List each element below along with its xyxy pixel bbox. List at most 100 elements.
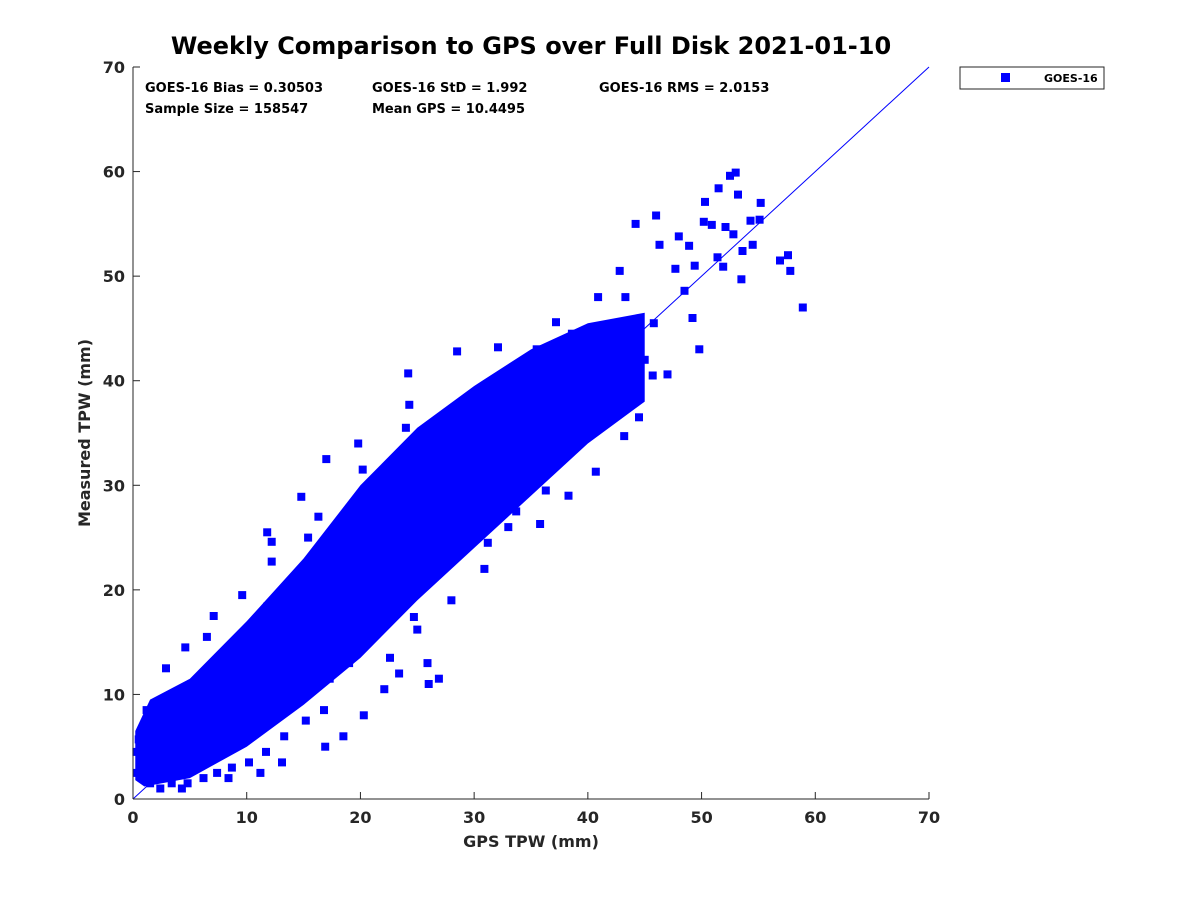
data-point	[494, 343, 502, 352]
data-point	[167, 779, 176, 788]
y-tick-label: 30	[103, 476, 125, 495]
data-point	[737, 275, 746, 284]
data-point	[604, 361, 613, 369]
data-point	[594, 293, 603, 302]
data-point	[713, 253, 722, 262]
data-point	[245, 758, 253, 767]
data-point	[619, 348, 628, 357]
data-point	[424, 680, 433, 688]
data-point	[314, 512, 323, 521]
data-point	[213, 768, 222, 777]
data-point	[748, 240, 757, 249]
data-point	[483, 538, 492, 547]
std-stat: GOES-16 StD = 1.992	[372, 81, 527, 96]
data-point	[423, 659, 432, 668]
data-point	[172, 743, 181, 752]
bias-stat: GOES-16 Bias = 0.30503	[145, 81, 323, 96]
data-point	[512, 507, 521, 516]
data-point	[183, 779, 192, 788]
data-point	[548, 410, 557, 419]
data-point	[562, 393, 571, 402]
y-axis-ticks: 0 10 20 30 40 50 60 70	[103, 58, 140, 809]
data-point	[354, 439, 363, 448]
x-tick-label: 0	[127, 808, 138, 827]
data-point	[536, 520, 545, 528]
data-point	[699, 217, 708, 226]
one-to-one-reference-line	[132, 66, 930, 800]
data-point	[690, 261, 699, 270]
data-point	[162, 664, 170, 673]
x-tick-label: 50	[690, 808, 712, 827]
data-point	[280, 732, 289, 741]
data-point	[395, 669, 404, 678]
y-tick-label: 60	[103, 163, 125, 182]
data-point	[439, 412, 448, 421]
data-point	[453, 347, 462, 356]
data-point	[786, 266, 795, 275]
data-point	[413, 625, 422, 634]
data-point	[457, 538, 466, 547]
data-point	[263, 602, 272, 611]
data-point	[133, 768, 142, 777]
x-tick-label: 70	[918, 808, 940, 827]
data-point	[216, 710, 225, 719]
data-point	[156, 784, 165, 793]
data-point	[591, 467, 600, 476]
y-axis-label: Measured TPW (mm)	[75, 339, 94, 527]
data-point	[628, 398, 637, 407]
data-point	[671, 264, 680, 273]
data-point	[240, 638, 249, 647]
data-point	[295, 600, 303, 609]
data-point	[701, 197, 709, 206]
data-point	[504, 523, 513, 532]
data-point	[574, 434, 583, 443]
data-point	[152, 762, 161, 771]
data-point	[405, 400, 414, 409]
data-point	[784, 251, 792, 260]
data-point	[367, 617, 376, 626]
data-point	[479, 395, 488, 404]
data-point	[506, 445, 515, 454]
data-point	[738, 247, 747, 255]
data-point	[755, 215, 764, 224]
data-point	[320, 706, 328, 715]
data-point	[348, 558, 357, 567]
data-point	[680, 286, 689, 295]
data-point	[142, 706, 151, 715]
data-point	[621, 293, 630, 302]
data-point	[564, 491, 573, 500]
data-point	[729, 230, 738, 239]
data-point	[380, 685, 389, 694]
data-point	[663, 370, 672, 379]
data-point	[776, 256, 784, 265]
x-tick-label: 30	[463, 808, 485, 827]
data-point	[541, 486, 550, 495]
data-point	[695, 345, 704, 354]
x-tick-label: 20	[349, 808, 371, 827]
x-tick-label: 40	[577, 808, 599, 827]
data-point	[395, 554, 404, 563]
data-point	[278, 758, 286, 767]
data-point	[199, 774, 208, 783]
data-point	[522, 470, 531, 479]
legend: GOES-16	[959, 66, 1105, 90]
data-point	[375, 543, 384, 551]
data-point	[721, 223, 730, 231]
data-point	[409, 613, 418, 621]
data-point	[688, 314, 697, 322]
data-point	[411, 575, 419, 584]
data-point	[567, 329, 576, 338]
data-point	[267, 557, 276, 566]
y-tick-label: 0	[114, 790, 125, 809]
data-point	[238, 591, 247, 600]
data-point	[631, 219, 640, 228]
rms-stat: GOES-16 RMS = 2.0153	[599, 81, 769, 96]
x-tick-label: 60	[804, 808, 826, 827]
data-point	[532, 345, 541, 354]
y-tick-label: 40	[103, 372, 125, 391]
data-point	[181, 643, 190, 652]
data-point	[262, 747, 270, 756]
data-point	[649, 319, 658, 328]
data-point	[358, 465, 367, 474]
data-point	[685, 241, 694, 250]
